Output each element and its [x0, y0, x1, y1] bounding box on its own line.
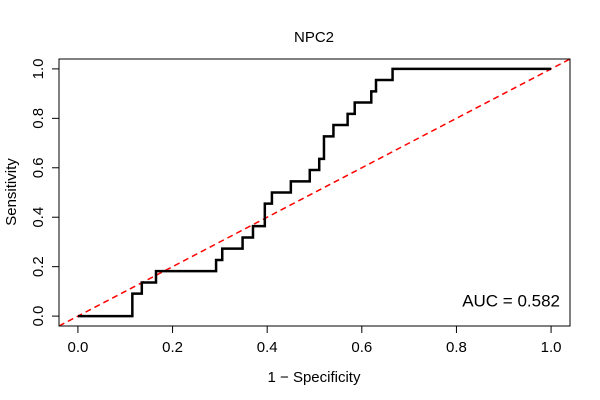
y-tick-label: 0.2 — [30, 256, 47, 277]
y-tick-label: 1.0 — [30, 58, 47, 79]
y-tick-label: 0.8 — [30, 108, 47, 129]
x-tick-label: 0.2 — [162, 339, 183, 356]
x-tick-label: 1.0 — [541, 339, 562, 356]
x-tick-label: 0.8 — [446, 339, 467, 356]
x-axis-label: 1 − Specificity — [268, 369, 361, 386]
chart-title: NPC2 — [294, 29, 334, 46]
y-tick-label: 0.4 — [30, 207, 47, 228]
y-axis-label: Sensitivity — [3, 158, 20, 226]
auc-annotation: AUC = 0.582 — [462, 291, 560, 310]
y-tick-label: 0.0 — [30, 306, 47, 327]
x-tick-label: 0.4 — [257, 339, 278, 356]
y-tick-label: 0.6 — [30, 157, 47, 178]
plot-box — [58, 58, 571, 327]
x-tick-label: 0.6 — [351, 339, 372, 356]
roc-curve — [77, 67, 552, 318]
x-tick-label: 0.0 — [67, 339, 88, 356]
reference-line — [58, 58, 571, 327]
